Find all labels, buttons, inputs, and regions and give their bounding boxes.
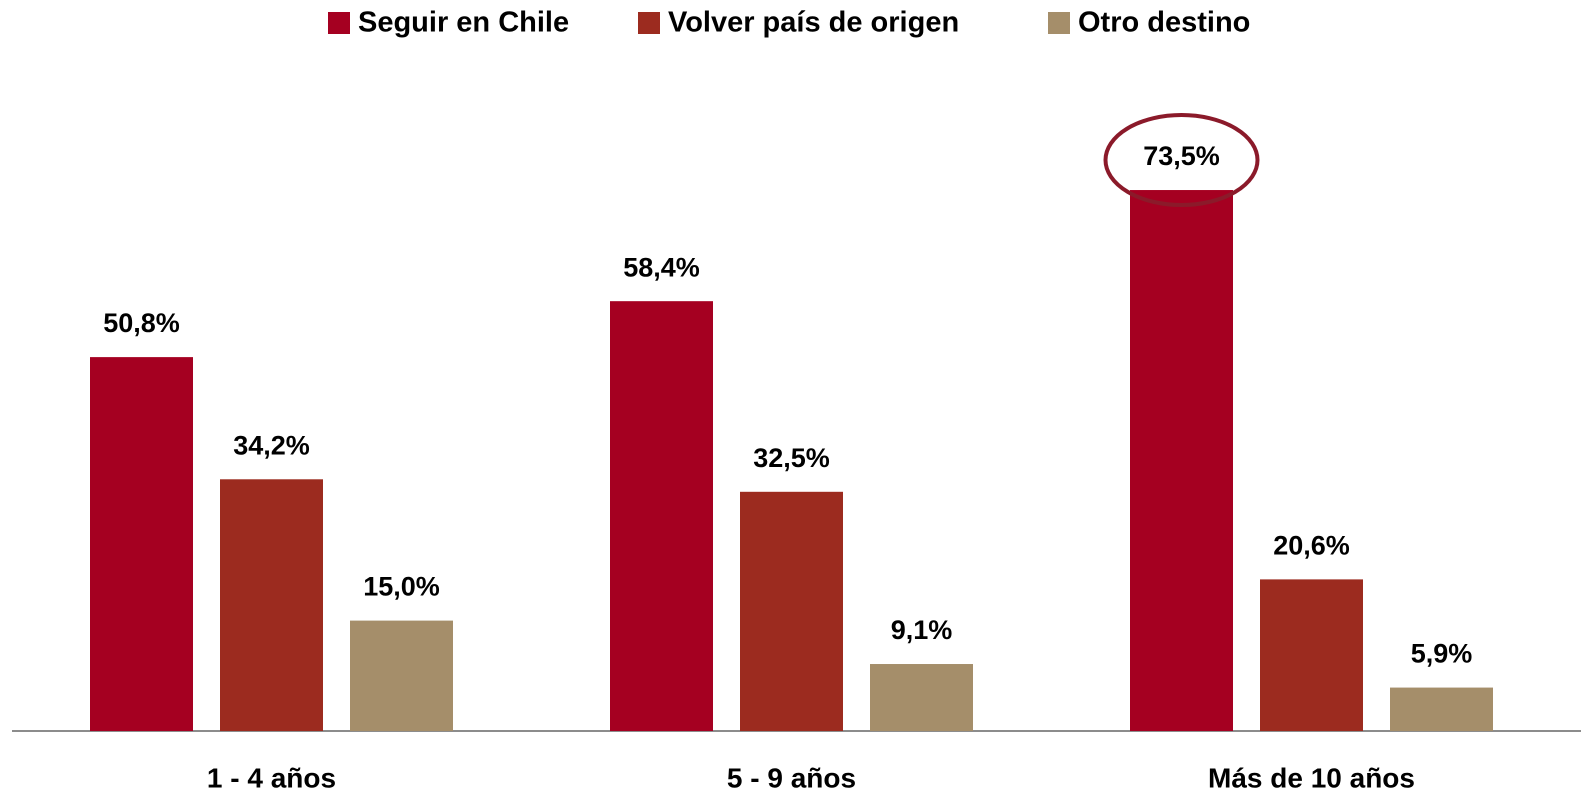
legend-label: Otro destino	[1078, 7, 1250, 39]
bar	[870, 664, 973, 731]
value-label: 5,9%	[1411, 639, 1473, 669]
bar	[90, 357, 193, 731]
legend-label: Seguir en Chile	[358, 7, 569, 39]
value-label: 15,0%	[363, 572, 440, 602]
legend-swatch	[1048, 12, 1070, 34]
value-label: 9,1%	[891, 615, 953, 645]
value-label: 50,8%	[103, 308, 180, 338]
legend-swatch	[638, 12, 660, 34]
value-label: 34,2%	[233, 430, 310, 460]
x-tick-label: Más de 10 años	[1208, 762, 1415, 793]
value-label: 32,5%	[753, 443, 830, 473]
value-label: 58,4%	[623, 252, 700, 282]
x-tick-label: 5 - 9 años	[727, 762, 856, 793]
bar	[1260, 579, 1363, 731]
bar	[220, 479, 323, 731]
highlight-ellipse	[1103, 113, 1260, 208]
legend-swatch	[328, 12, 350, 34]
x-tick-label: 1 - 4 años	[207, 762, 336, 793]
bar	[740, 491, 843, 731]
bar	[610, 301, 713, 731]
legend-label: Volver país de origen	[668, 7, 959, 39]
bar	[1130, 190, 1233, 732]
value-label: 20,6%	[1273, 531, 1350, 561]
bar	[1390, 687, 1493, 731]
value-label: 73,5%	[1143, 141, 1220, 171]
bar	[350, 620, 453, 731]
